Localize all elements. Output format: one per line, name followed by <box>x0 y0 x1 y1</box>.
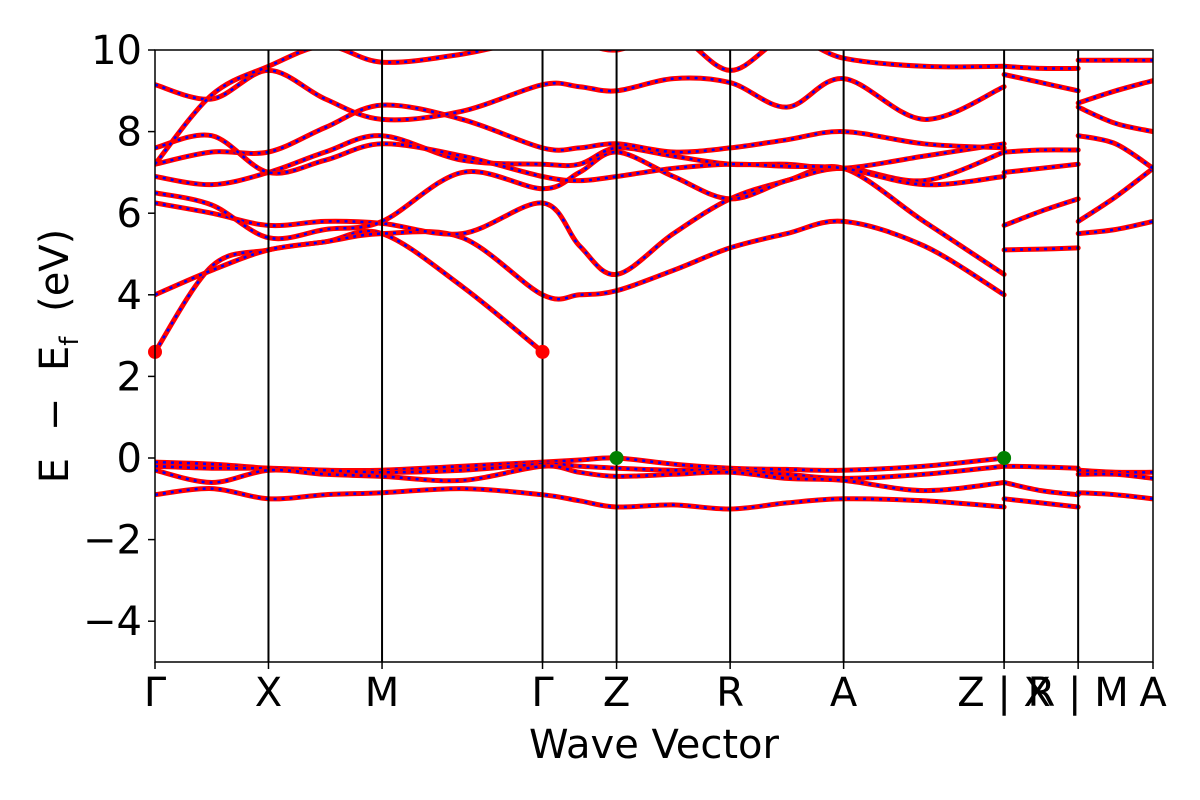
band-line-up <box>1075 104 1153 135</box>
y-axis-title-sub: f <box>55 336 85 346</box>
band-line-up <box>1001 496 1081 510</box>
band-line-down <box>155 456 1005 472</box>
band-line-down <box>1003 481 1079 496</box>
y-tick-label: 8 <box>117 110 142 156</box>
y-tick-label: 10 <box>91 28 142 74</box>
x-tick-label: R <box>716 670 744 716</box>
x-tick-label: Z | X <box>957 670 1051 716</box>
band-line-up <box>1001 147 1081 155</box>
x-axis-title: Wave Vector <box>529 722 780 768</box>
band-line-down <box>1004 246 1079 252</box>
high-symmetry-lines <box>267 50 1080 662</box>
band-line-up <box>155 132 1007 188</box>
y-tick-label: −4 <box>83 599 142 645</box>
band-line-down <box>155 165 1005 276</box>
band-lines <box>155 50 1153 512</box>
band-line-down <box>1078 220 1153 235</box>
band-line-up <box>1001 480 1081 498</box>
band-line-down <box>1078 472 1153 480</box>
band-line-down <box>1004 148 1079 154</box>
band-line-down <box>155 487 1005 511</box>
band-line-up <box>155 50 1007 167</box>
y-tick-label: 6 <box>117 191 142 237</box>
band-line-up <box>1075 133 1153 171</box>
x-tick-label: Z <box>603 670 630 716</box>
band-line-up <box>1075 471 1153 481</box>
band-line-up <box>1001 63 1081 72</box>
band-line-down <box>1004 464 1079 470</box>
cbm-marker <box>535 344 550 359</box>
band-line-up <box>155 102 1007 167</box>
band-line-down <box>1003 162 1079 174</box>
band-line-down <box>1078 468 1153 474</box>
x-tick-label: X <box>255 670 282 716</box>
band-line-up <box>1075 165 1153 224</box>
x-tick-label: A <box>830 670 858 716</box>
x-tick-label: M <box>365 670 400 716</box>
x-tick-label: Γ <box>144 670 167 716</box>
y-tick-label: 4 <box>117 273 142 319</box>
band-line-down <box>1003 73 1079 93</box>
y-tick-label: 2 <box>117 354 142 400</box>
x-tick-label: Γ <box>531 670 554 716</box>
band-edge-markers <box>148 344 1012 465</box>
band-line-up <box>1075 490 1153 502</box>
band-line-up <box>155 218 1007 302</box>
y-axis-title-ef: E <box>32 346 78 371</box>
vbm-marker <box>997 451 1012 465</box>
y-axis-ticks: −4 −2 0 2 4 6 8 10 <box>83 28 155 645</box>
band-line-down <box>1077 105 1153 133</box>
x-tick-label: R | M <box>1028 670 1129 716</box>
band-line-down <box>1077 79 1153 105</box>
y-axis-title-minus: − <box>32 398 78 432</box>
plot-frame <box>154 49 1154 663</box>
y-tick-label: 0 <box>117 436 142 482</box>
band-line-down <box>1077 167 1153 223</box>
band-line-up <box>155 463 1007 494</box>
band-line-down <box>1077 134 1153 170</box>
band-line-up <box>1001 463 1081 471</box>
band-line-down <box>155 150 1005 240</box>
band-line-up <box>1001 245 1081 253</box>
y-axis-title: E − Ef (eV) <box>32 229 88 484</box>
band-line-up <box>1001 161 1081 175</box>
y-tick-label: −2 <box>83 518 142 564</box>
band-line-down <box>1003 197 1079 227</box>
band-line-down <box>155 69 1005 122</box>
vbm-marker <box>609 451 624 465</box>
x-tick-label: A <box>1139 670 1167 716</box>
band-line-down <box>155 103 1005 166</box>
band-line-down <box>1078 491 1153 501</box>
band-line-down <box>155 50 1005 165</box>
band-line-down <box>155 219 1005 301</box>
band-line-down <box>1003 497 1079 509</box>
y-axis-title-e: E <box>32 458 78 483</box>
y-axis-title-unit: (eV) <box>32 229 78 312</box>
band-line-down <box>1004 65 1079 70</box>
